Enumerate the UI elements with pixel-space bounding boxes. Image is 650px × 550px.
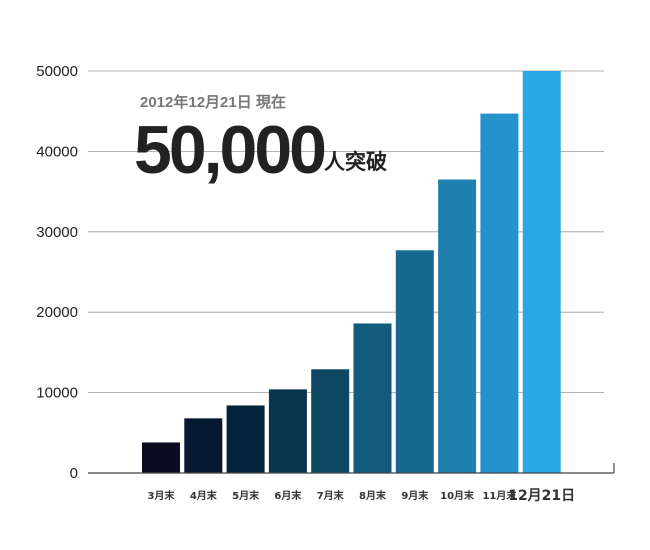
bar-4 bbox=[268, 389, 307, 473]
x-tick-label: 7月末 bbox=[317, 489, 345, 502]
annotation-date: 2012年12月21日 現在 bbox=[140, 94, 286, 111]
y-tick-label: 40000 bbox=[36, 143, 78, 160]
y-tick-label: 50000 bbox=[36, 63, 78, 80]
x-tick-label: 3月末 bbox=[148, 489, 176, 502]
bar-7 bbox=[395, 250, 434, 473]
y-tick-label: 30000 bbox=[36, 224, 78, 241]
bar-6 bbox=[353, 323, 392, 473]
x-tick-label: 6月末 bbox=[274, 489, 302, 502]
y-axis-ticks: 0 10000 20000 30000 40000 50000 bbox=[36, 63, 78, 482]
bar-2 bbox=[184, 418, 223, 473]
x-tick-label: 8月末 bbox=[359, 489, 387, 502]
x-tick-label: 12月21日 bbox=[508, 488, 575, 504]
x-tick-label: 4月末 bbox=[190, 489, 218, 502]
bar-1 bbox=[142, 442, 180, 473]
y-tick-label: 0 bbox=[70, 465, 78, 482]
bar-9 bbox=[480, 113, 519, 473]
x-tick-label: 5月末 bbox=[232, 489, 260, 502]
annotation-suffix: 人突破 bbox=[324, 150, 387, 174]
y-tick-label: 20000 bbox=[36, 304, 78, 321]
bars bbox=[142, 71, 561, 474]
x-tick-label: 10月末 bbox=[440, 489, 475, 502]
x-tick-label: 11月末 bbox=[482, 489, 517, 502]
bar-8 bbox=[438, 179, 477, 474]
bar-3 bbox=[226, 405, 265, 473]
x-tick-label: 9月末 bbox=[401, 489, 429, 502]
y-tick-label: 10000 bbox=[36, 385, 78, 402]
bar-10 bbox=[522, 71, 561, 473]
annotation-big-number: 50,000 bbox=[134, 112, 327, 188]
bar-5 bbox=[311, 369, 350, 473]
